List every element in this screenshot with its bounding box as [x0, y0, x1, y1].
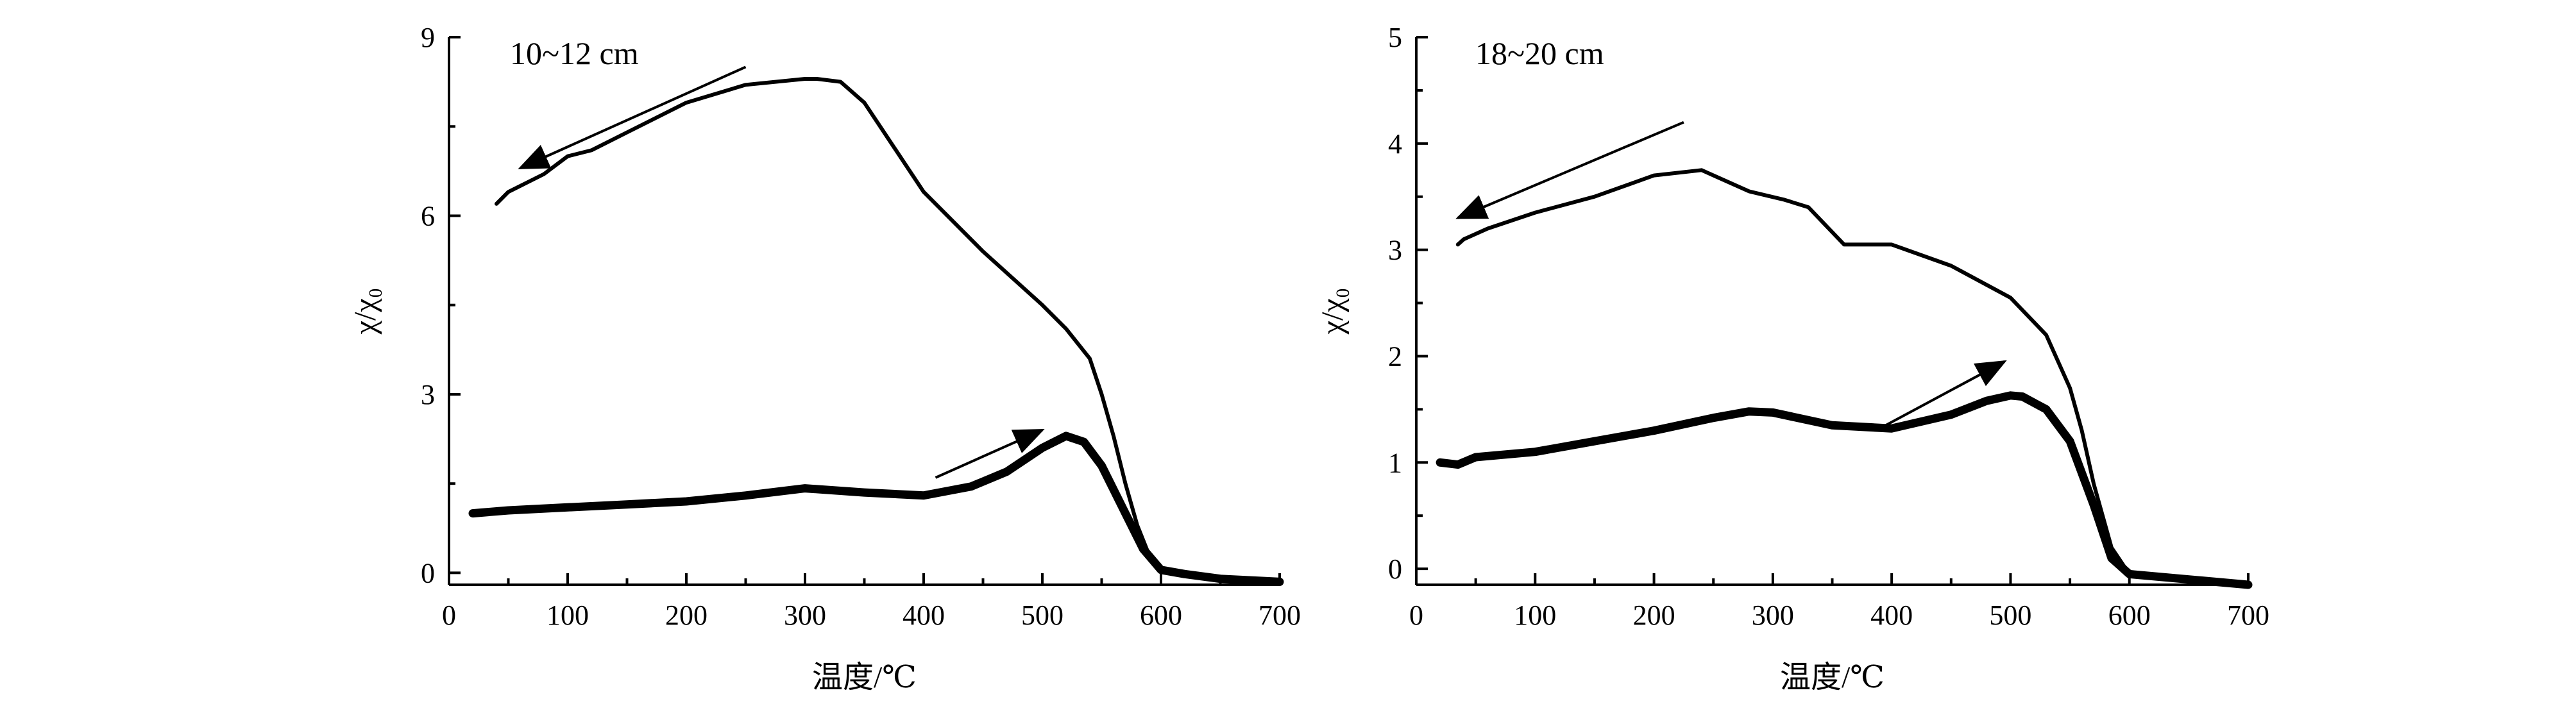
x-axis-label: 温度/℃ — [1780, 660, 1885, 694]
series-group — [1436, 168, 2253, 589]
x-tick-label: 500 — [1021, 600, 1063, 631]
x-tick-label: 400 — [1870, 600, 1913, 631]
x-tick-label: 600 — [2108, 600, 2151, 631]
x-axis-label: 温度/℃ — [812, 660, 917, 694]
chart-panel-10-12cm: 0 100 200 300 400 500 600 700 0 3 6 9 10~12 cm 温度/℃… — [348, 22, 1301, 694]
x-tick-label: 0 — [1409, 600, 1423, 631]
heating-curve — [1436, 391, 2253, 589]
y-tick-label: 6 — [421, 200, 435, 231]
x-tick-label: 300 — [1752, 600, 1794, 631]
y-tick-label: 4 — [1388, 128, 1402, 160]
x-tick-label: 100 — [547, 600, 589, 631]
y-tick-label: 2 — [1388, 340, 1402, 372]
y-tick-label: 1 — [1388, 447, 1402, 478]
cooling-curve — [1455, 168, 2250, 587]
x-tick-label: 700 — [2227, 600, 2269, 631]
x-tick-label: 200 — [665, 600, 708, 631]
cooling-arrow — [518, 65, 747, 170]
series-group — [468, 77, 1284, 586]
x-tick-label: 100 — [1514, 600, 1556, 631]
heating-curve — [468, 432, 1284, 586]
arrow-group — [518, 65, 1045, 479]
cooling-arrow — [1455, 121, 1684, 219]
x-tick-label: 200 — [1633, 600, 1675, 631]
cooling-curve — [495, 77, 1282, 584]
y-tick-label: 3 — [421, 379, 435, 410]
depth-annotation: 18~20 cm — [1475, 35, 1604, 71]
y-tick-label: 9 — [421, 22, 435, 53]
chart-panel-18-20cm: 0 100 200 300 400 500 600 700 0 1 2 3 4 5 18~20 cm 温度… — [1316, 22, 2269, 694]
x-tick-label: 600 — [1140, 600, 1182, 631]
x-tick-label: 0 — [442, 600, 456, 631]
y-tick-label: 5 — [1388, 22, 1402, 53]
heating-arrow — [1885, 360, 2007, 427]
axes: 0 100 200 300 400 500 600 700 0 1 2 3 4 5 — [1388, 22, 2269, 631]
heating-arrow — [935, 428, 1045, 479]
x-tick-label: 400 — [902, 600, 945, 631]
y-axis-label: χ/χ₀ — [348, 288, 382, 335]
y-tick-label: 0 — [1388, 553, 1402, 585]
axes: 0 100 200 300 400 500 600 700 0 3 6 9 — [421, 22, 1301, 631]
depth-annotation: 10~12 cm — [510, 35, 639, 71]
y-tick-label: 0 — [421, 557, 435, 589]
x-tick-label: 300 — [784, 600, 826, 631]
x-tick-label: 500 — [1989, 600, 2031, 631]
arrow-group — [1455, 121, 2007, 427]
y-axis-label: χ/χ₀ — [1316, 288, 1350, 335]
y-tick-label: 3 — [1388, 235, 1402, 266]
x-tick-label: 700 — [1258, 600, 1301, 631]
